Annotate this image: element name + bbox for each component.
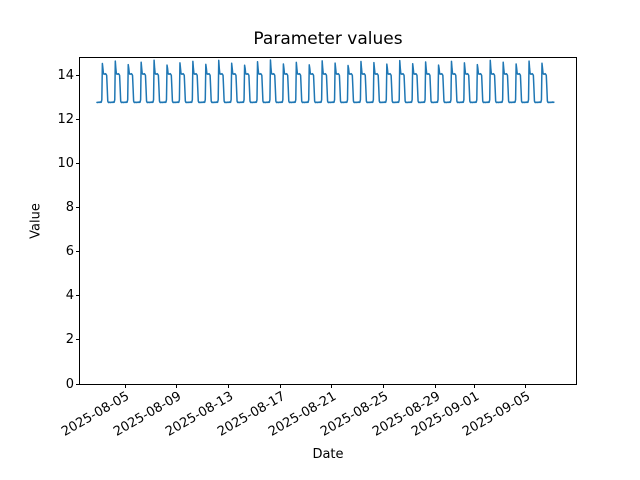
x-tick-mark xyxy=(473,384,475,388)
y-tick-mark xyxy=(76,339,80,341)
plot-area xyxy=(79,57,577,385)
y-tick-label: 8 xyxy=(65,199,74,215)
x-tick-mark xyxy=(331,384,333,388)
chart-title: Parameter values xyxy=(253,29,403,49)
y-tick-mark xyxy=(76,251,80,253)
y-tick-mark xyxy=(76,118,80,120)
y-tick-mark xyxy=(76,74,80,76)
y-tick-mark xyxy=(76,162,80,164)
y-tick-label: 12 xyxy=(57,111,74,127)
y-tick-label: 4 xyxy=(65,288,74,304)
x-tick-mark xyxy=(227,384,229,388)
series-line xyxy=(96,59,555,104)
y-tick-label: 2 xyxy=(65,332,74,348)
x-tick-mark xyxy=(383,384,385,388)
plot-canvas xyxy=(96,59,555,104)
y-tick-mark xyxy=(76,383,80,385)
y-tick-mark xyxy=(76,206,80,208)
x-tick-mark xyxy=(124,384,126,388)
y-tick-label: 0 xyxy=(65,376,74,392)
x-tick-mark xyxy=(434,384,436,388)
x-tick-mark xyxy=(176,384,178,388)
x-axis-label: Date xyxy=(312,447,344,462)
y-tick-label: 6 xyxy=(65,244,74,260)
y-tick-label: 10 xyxy=(57,155,74,171)
y-tick-mark xyxy=(76,295,80,297)
y-tick-label: 14 xyxy=(57,67,74,83)
x-tick-mark xyxy=(279,384,281,388)
x-tick-mark xyxy=(525,384,527,388)
